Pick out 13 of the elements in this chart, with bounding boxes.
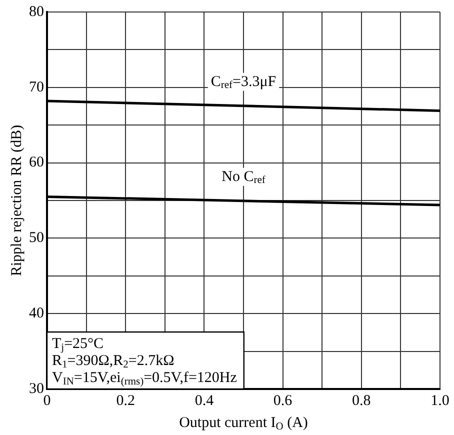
y-tick-label: 30	[29, 380, 44, 397]
y-tick-label: 50	[29, 230, 44, 246]
y-tick-label: 80	[29, 4, 44, 20]
y-tick-label: 60	[29, 154, 44, 171]
x-tick-label: 0.6	[273, 392, 293, 409]
x-tick-label: 1.0	[430, 392, 450, 409]
y-axis-title: Ripple rejection RR (dB)	[9, 124, 25, 276]
x-tick-label: 0.2	[116, 392, 135, 409]
y-tick-label: 70	[29, 79, 44, 96]
x-tick-label: 0.8	[352, 392, 371, 409]
y-tick-label: 40	[29, 306, 44, 322]
x-tick-label: 0.4	[194, 392, 214, 409]
x-tick-label: 0	[43, 392, 51, 409]
